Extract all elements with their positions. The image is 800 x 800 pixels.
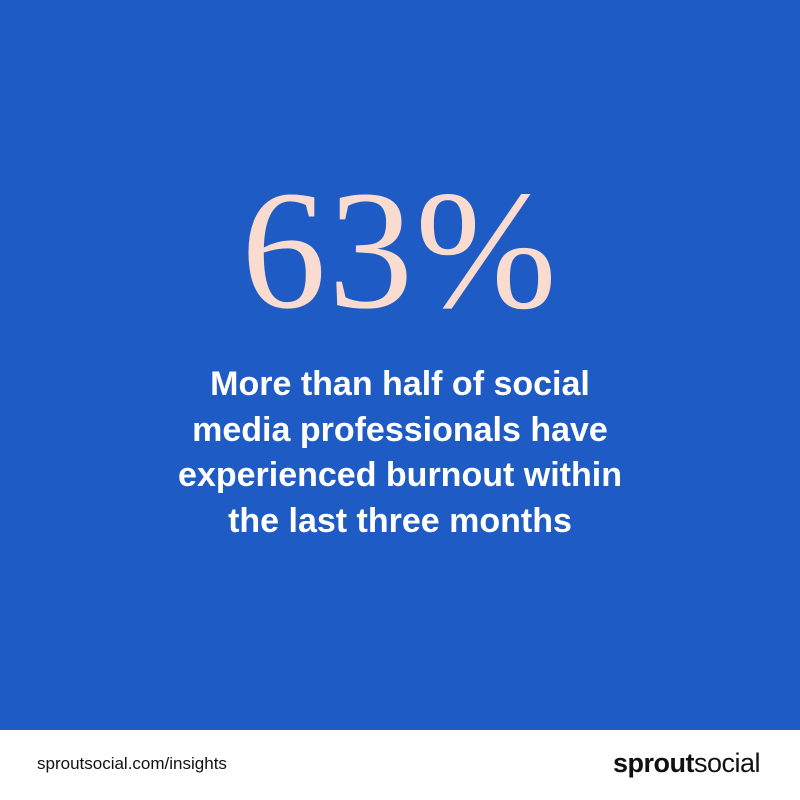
- logo-regular: social: [693, 748, 761, 778]
- stat: 63%: [241, 156, 559, 344]
- hero-panel: 63% More than half of social media profes…: [0, 0, 800, 730]
- footer-url: sproutsocial.com/insights: [37, 754, 227, 773]
- description-line: experienced burnout within: [178, 456, 622, 494]
- description-line: media professionals have: [192, 410, 608, 449]
- description: More than half of social media profession…: [0, 362, 800, 544]
- logo-bold: sprout: [612, 748, 695, 778]
- logo: sproutsocial: [612, 746, 761, 780]
- footer: sproutsocial.com/insights sproutsocial: [0, 730, 800, 800]
- description-line: More than half of social: [210, 365, 590, 403]
- description-line: the last three months: [228, 501, 572, 540]
